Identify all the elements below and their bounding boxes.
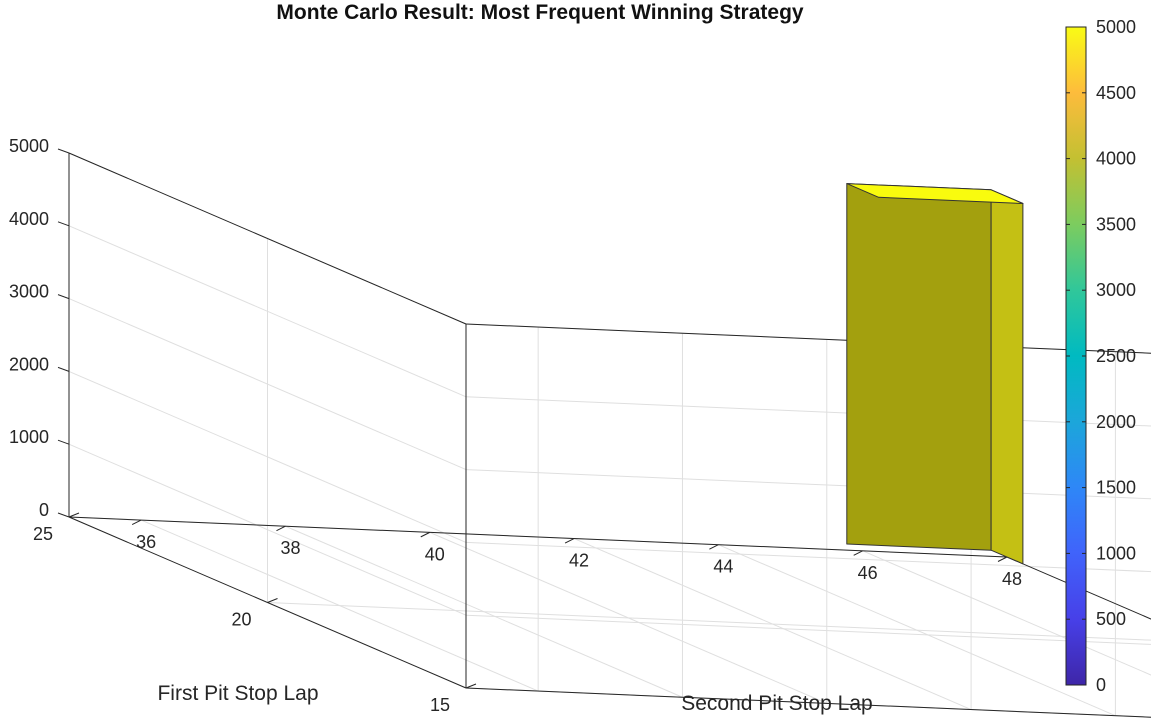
x-tick-mark: [131, 519, 142, 526]
x-tick-label: 40: [425, 544, 445, 564]
x-tick-label: 44: [713, 557, 733, 577]
x-tick-mark: [853, 550, 863, 556]
z-tick-mark: [57, 439, 70, 445]
bar-front-face: [846, 183, 992, 551]
grid-line-wall-z: [465, 323, 1151, 354]
bar-top-face: [846, 183, 1024, 204]
z-tick-mark: [57, 512, 70, 518]
bar-side-face: [990, 189, 1024, 565]
y-tick-mark: [267, 598, 278, 603]
colorbar-tick-label: 2500: [1096, 346, 1136, 366]
colorbar-tick-label: 0: [1096, 675, 1106, 695]
grid-line-side-z: [68, 225, 467, 398]
x-tick-mark: [564, 538, 575, 544]
grid-line-side-z: [68, 298, 467, 471]
colorbar-tick-label: 3500: [1096, 214, 1136, 234]
colorbar-ticks: 0 500 1000 1500 2000 2500 3000 3500 4000 4500 5000: [1066, 17, 1136, 695]
grid-line-side-z: [68, 370, 467, 543]
x-tick-mark: [420, 531, 430, 538]
colorbar-tick-label: 3000: [1096, 280, 1136, 300]
x-tick-label: 42: [569, 551, 589, 571]
frame-top-side: [68, 152, 467, 325]
grid-line-wall-z: [465, 541, 1151, 573]
x-tick-mark: [997, 556, 1008, 562]
grid-line-side-z: [68, 443, 467, 616]
frame-floor-back: [465, 687, 1151, 718]
y-axis-label: First Pit Stop Lap: [157, 682, 318, 705]
bar-group: [846, 183, 1024, 565]
x-axis-line: [68, 516, 1008, 558]
x-tick-label: 48: [1002, 569, 1022, 589]
z-tick-label: 2000: [9, 354, 49, 374]
y-tick-mark: [68, 512, 80, 518]
z-tick-label: 1000: [9, 427, 49, 447]
z-tick-label: 4000: [9, 209, 49, 229]
z-tick-mark: [57, 366, 70, 372]
colorbar-tick-label: 1500: [1096, 478, 1136, 498]
z-tick-label: 3000: [9, 282, 49, 302]
axes-frame: [68, 152, 1151, 718]
colorbar: 0 500 1000 1500 2000 2500 3000 3500 4000 4500 5000: [1065, 17, 1136, 695]
grid-line-wall-z: [465, 614, 1151, 645]
z-tick-mark: [57, 148, 70, 154]
x-tick-mark: [709, 544, 719, 550]
z-tick-mark: [57, 221, 70, 227]
y-tick-label: 15: [430, 695, 450, 715]
grid-line-wall-z: [465, 469, 1151, 500]
chart-title: Monte Carlo Result: Most Frequent Winnin…: [276, 1, 803, 24]
grid-line-floor-y: [267, 602, 1151, 641]
y-tick-mark: [465, 683, 477, 689]
grid-line-wall-z: [465, 396, 1151, 427]
z-tick-mark: [57, 294, 70, 300]
x-tick-label: 38: [280, 538, 300, 558]
axis-ticks: 36 38 40 42 44 46 48 15 20 25 0 1000 2000 3000 4000 500…: [9, 136, 1022, 715]
z-tick-label: 5000: [9, 136, 49, 156]
z-tick-label: 0: [39, 500, 49, 520]
colorbar-tick-label: 4000: [1096, 149, 1136, 169]
x-tick-mark: [276, 525, 286, 532]
y-tick-label: 25: [33, 524, 53, 544]
colorbar-tick-label: 4500: [1096, 83, 1136, 103]
colorbar-tick-label: 2000: [1096, 412, 1136, 432]
colorbar-tick-label: 5000: [1096, 17, 1136, 37]
x-axis-label: Second Pit Stop Lap: [681, 692, 872, 715]
x-tick-label: 36: [136, 532, 156, 552]
colorbar-tick-label: 500: [1096, 609, 1126, 629]
y-tick-label: 20: [231, 610, 251, 630]
frame-top-back: [465, 323, 1151, 354]
x-tick-label: 46: [858, 563, 878, 583]
colorbar-tick-label: 1000: [1096, 543, 1136, 563]
